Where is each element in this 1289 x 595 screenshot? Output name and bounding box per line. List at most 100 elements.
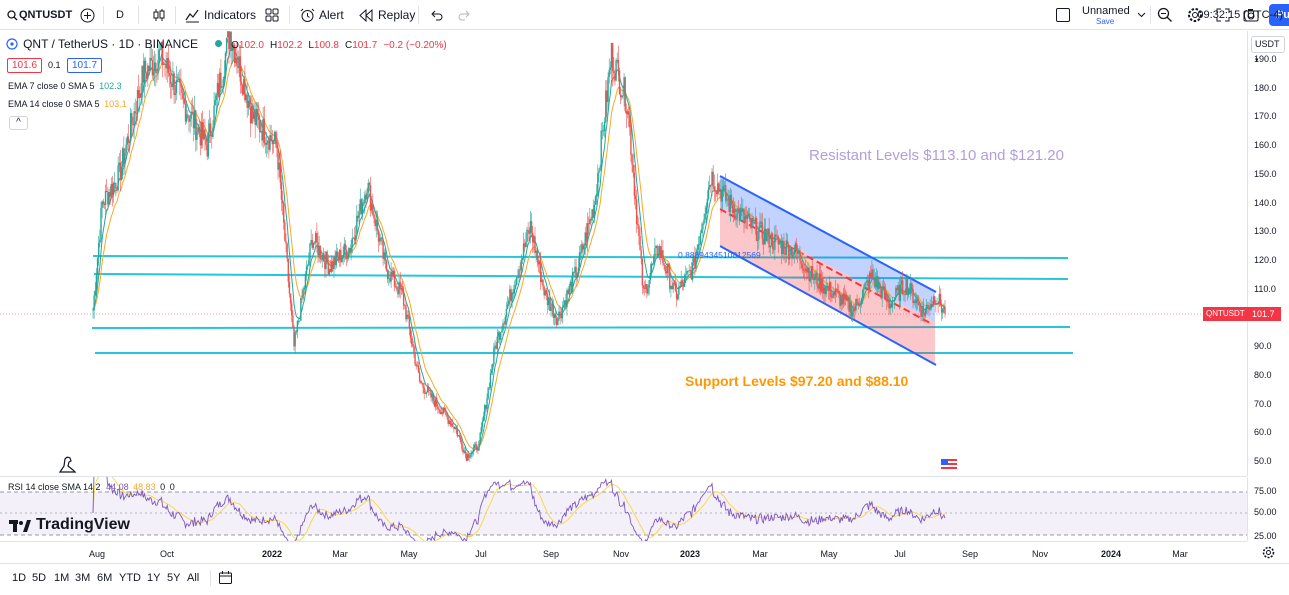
channel-upper-line[interactable] (719, 175, 937, 293)
range-button-3m[interactable]: 3M (75, 572, 91, 584)
layout-checkbox[interactable] (1056, 0, 1070, 30)
date-range-goto-button[interactable] (218, 570, 234, 586)
candle-body (932, 296, 935, 305)
candle-body (444, 407, 446, 412)
candle-body (311, 240, 313, 248)
candle-body (376, 219, 379, 231)
symbol-legend[interactable]: QNT / TetherUS · 1D · BINANCE O102.0 H10… (6, 37, 447, 51)
channel-lower-line[interactable] (719, 245, 937, 366)
candle-body (679, 286, 681, 288)
indicators-label: Indicators (204, 8, 257, 22)
interval-button[interactable]: D (116, 0, 124, 30)
ema7-legend[interactable]: EMA 7 close 0 SMA 5 102.3 (8, 81, 122, 91)
candle-body (433, 400, 436, 407)
quick-search-button[interactable] (1157, 0, 1173, 30)
candle-body (159, 49, 162, 51)
toolbar-divider (103, 6, 104, 24)
candle-body (321, 254, 324, 260)
candle-body (532, 232, 534, 243)
candle-body (800, 260, 802, 264)
price-axis[interactable]: 190.0 180.0 170.0 160.0 150.0 140.0 130.0 120.0… (1247, 31, 1289, 476)
candle-body (305, 266, 308, 275)
sell-price-box[interactable]: 101.6 (7, 58, 43, 73)
alert-button[interactable]: Alert (299, 0, 344, 30)
time-axis-settings-button[interactable] (1262, 546, 1276, 560)
fullscreen-button[interactable] (1215, 0, 1231, 30)
chevron-down-icon: ▾ (1255, 57, 1259, 64)
settings-button[interactable] (1187, 0, 1203, 30)
range-button-1m[interactable]: 1M (54, 572, 70, 584)
rsi-axis[interactable]: 75.00 50.00 25.00 (1247, 477, 1289, 541)
candle-body (809, 278, 811, 282)
spread-value: 0.1 (48, 60, 61, 70)
tv-logo-icon (9, 519, 31, 532)
rsi-legend[interactable]: RSI 14 close SMA 14 2 44.08 48.83 0 0 (8, 482, 175, 492)
buy-price-box[interactable]: 101.7 (67, 58, 103, 73)
support-annotation[interactable]: Support Levels $97.20 and $88.10 (685, 373, 909, 389)
candle-body (694, 256, 696, 269)
candle-body (597, 173, 599, 195)
compare-button[interactable] (79, 0, 95, 30)
redo-button[interactable] (456, 0, 472, 30)
candle-body (236, 57, 238, 67)
resistance-line-113[interactable] (93, 273, 1069, 280)
templates-button[interactable] (264, 0, 280, 30)
symbol-search-button[interactable]: QNTUSDT (6, 0, 72, 30)
candle-body (833, 292, 835, 296)
candle-body (256, 109, 259, 117)
replay-button[interactable]: Replay (358, 0, 415, 30)
candle-body (116, 188, 118, 191)
candle-body (574, 266, 576, 273)
range-button-ytd[interactable]: YTD (119, 572, 141, 584)
candle-body (816, 272, 818, 287)
range-button-all[interactable]: All (187, 572, 200, 584)
support-line-97[interactable] (91, 326, 1071, 329)
candle-body (826, 285, 829, 287)
candle-body (445, 411, 447, 415)
range-button-1y[interactable]: 1Y (147, 572, 161, 584)
collapse-legend-button[interactable]: ^ (9, 116, 28, 130)
price-tick: 50.0 (1254, 456, 1272, 466)
us-flag-event-icon[interactable] (938, 457, 960, 473)
candle-body (237, 66, 239, 69)
candle-body (500, 332, 502, 340)
pane-separator[interactable] (0, 476, 1247, 477)
candle-body (407, 314, 409, 317)
candle-body (944, 307, 946, 314)
publish-button[interactable]: Pu (1269, 4, 1289, 26)
rsi-pane[interactable] (0, 477, 1247, 541)
candle-body (806, 268, 808, 273)
candle-body (865, 281, 867, 284)
snapshot-button[interactable] (1243, 0, 1259, 30)
candle-body (474, 444, 477, 446)
candle-body (626, 111, 629, 115)
time-label: Mar (752, 549, 768, 559)
layout-name-button[interactable]: Unnamed Save (1082, 0, 1130, 30)
candle-body (533, 236, 535, 243)
bottom-toolbar (0, 563, 1289, 595)
range-button-6m[interactable]: 6M (97, 572, 113, 584)
currency-select[interactable]: USDT ▾ (1251, 36, 1285, 64)
chart-type-button[interactable] (151, 0, 167, 30)
undo-button[interactable] (428, 0, 444, 30)
indicators-button[interactable]: Indicators (184, 0, 256, 30)
candle-body (144, 60, 147, 73)
candle-body (737, 208, 739, 210)
range-button-5d[interactable]: 5D (32, 572, 47, 584)
clock-timezone[interactable]: 09:32:15 (UTC-4) (1197, 9, 1283, 21)
resistance-annotation[interactable]: Resistant Levels $113.10 and $121.20 (809, 147, 1064, 164)
range-button-5y[interactable]: 5Y (167, 572, 181, 584)
candle-body (294, 332, 296, 347)
chart-canvas[interactable]: 0.8889434510812569 (0, 31, 1247, 476)
candle-body (905, 278, 907, 295)
candle-body (611, 42, 614, 72)
candle-body (788, 255, 791, 260)
time-axis[interactable]: Aug Oct 2022 Mar May Jul Sep Nov 2023 Mar May Jul Se… (0, 541, 1247, 563)
candle-body (415, 364, 417, 366)
ema14-legend[interactable]: EMA 14 close 0 SMA 5 103.1 (8, 99, 127, 109)
candle-body (119, 162, 122, 180)
candle-body (926, 304, 928, 309)
range-button-1d[interactable]: 1D (12, 572, 27, 584)
layout-menu-button[interactable] (1133, 0, 1149, 30)
candle-body (307, 265, 309, 267)
